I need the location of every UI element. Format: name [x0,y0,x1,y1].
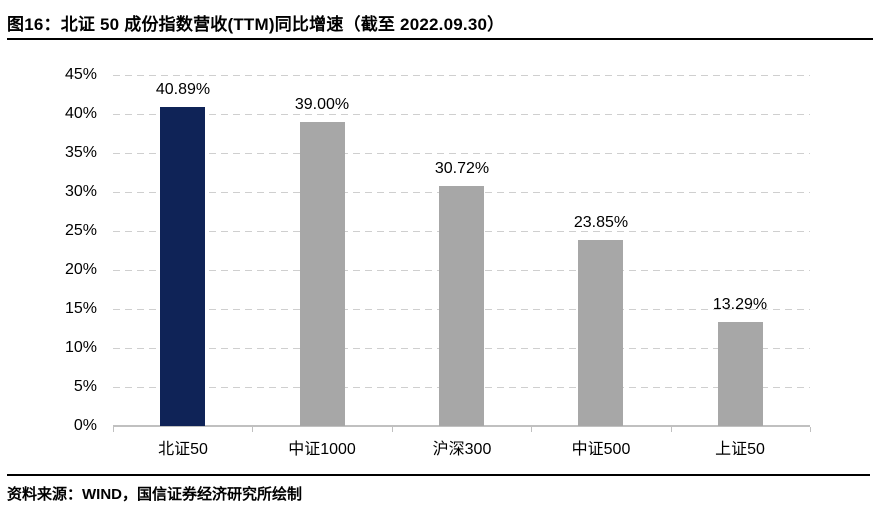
x-axis-tick-label: 上证50 [715,441,765,458]
y-axis-tick-label: 35% [64,144,97,161]
x-axis-tick [392,427,393,432]
gridline [113,153,810,154]
bar [300,122,345,426]
y-axis-tick-label: 15% [64,300,97,317]
x-axis-tick-label: 中证500 [571,441,631,458]
x-axis-tick-label: 中证1000 [288,441,356,458]
x-axis-line [113,425,810,427]
y-axis-tick-label: 30% [64,183,97,200]
source-note: 资料来源：WIND，国信证券经济研究所绘制 [7,486,302,503]
bar-value-label: 30.72% [434,160,490,177]
bar-value-label: 40.89% [155,81,211,98]
bar-value-label: 23.85% [573,214,629,231]
y-axis-tick-label: 40% [64,105,97,122]
gridline [113,75,810,76]
bar [718,322,763,426]
x-axis-tick [252,427,253,432]
figure-title: 图16：北证 50 成份指数营收(TTM)同比增速（截至 2022.09.30） [7,15,505,34]
footer-divider [7,474,870,476]
x-axis-tick [113,427,114,432]
y-axis-tick-label: 45% [64,66,97,83]
y-axis-tick-label: 0% [73,417,97,434]
bar-value-label: 39.00% [294,96,350,113]
x-axis-tick-label: 北证50 [158,441,208,458]
x-axis-tick [671,427,672,432]
y-axis-tick-label: 25% [64,222,97,239]
y-axis-tick-label: 10% [64,339,97,356]
gridline [113,114,810,115]
bar [160,107,205,426]
title-divider [7,38,873,40]
x-axis-tick [810,427,811,432]
bar-value-label: 13.29% [712,296,768,313]
bar [439,186,484,426]
x-axis-tick-label: 沪深300 [432,441,492,458]
bar [578,240,623,426]
y-axis-tick-label: 5% [73,378,97,395]
y-axis-tick-label: 20% [64,261,97,278]
x-axis-tick [531,427,532,432]
